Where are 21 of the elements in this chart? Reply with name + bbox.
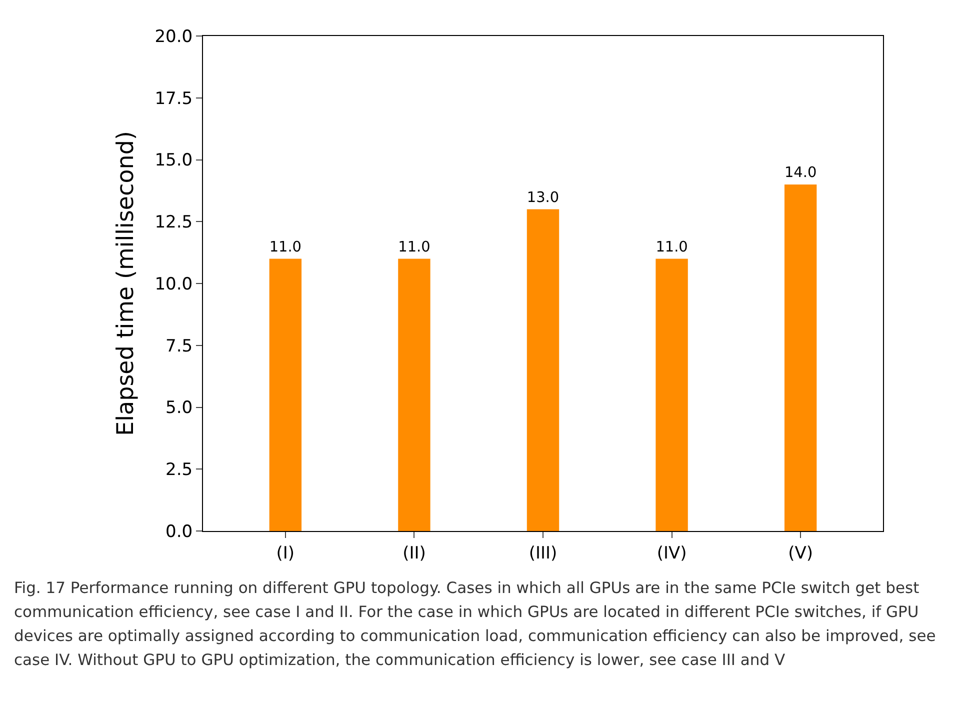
text: 0.0 [166,522,193,542]
x-tick-label: (IV) [656,543,687,564]
data-label: 11.0 [656,239,688,256]
x-tick-label: (III) [528,543,558,564]
data-label: 11.0 [269,240,302,256]
text: 15.0 [154,150,193,171]
data-label: 14.0 [784,165,817,182]
data-label: 13.0 [526,190,560,206]
x-tick-label: (V) [788,543,814,564]
text: 12.5 [154,212,193,233]
text: 10.0 [154,274,193,294]
caption: Fig. 17 Performance running on different GPU topology. Cases in which all GPUs are in the same PCIe switch get best communication efficiency, see case I and II. For the case in which GPUs are located in different PCIe switches, if GPU devices are optimally assigned according to communication load, communication efficiency can also be improved, see case IV. Without GPU to GPU optimization, the communication efficiency is lower, see case III and V [14,578,937,671]
text: 2.5 [166,460,193,480]
x-tick-label: (II) [402,543,426,564]
text: 20.0 [154,26,193,47]
y-axis-title: Elapsed time (millisecond) [113,131,140,436]
x-tick-label: (I) [276,543,295,564]
data-label: 11.0 [398,239,430,256]
text: 5.0 [166,398,193,418]
text: 17.5 [154,88,193,109]
text: 7.5 [166,336,193,356]
